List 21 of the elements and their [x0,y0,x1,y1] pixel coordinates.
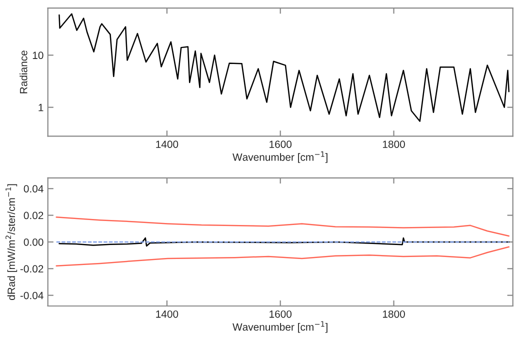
y-tick-label: 10 [32,52,44,60]
y-tick-label: 1 [38,104,44,112]
x-tick-label: 1600 [270,140,292,148]
y-tick-label: 0.02 [24,212,44,220]
y-tick-label: -0.04 [20,292,44,300]
x-axis-title: Wavenumber [cm$^{−1}$] [232,151,328,163]
y-axis-title: Radiance [20,50,28,94]
y-tick-label: 0.00 [24,238,44,246]
line-series [58,13,510,122]
line-series [56,216,510,237]
y-tick-label: 0.04 [24,185,44,192]
x-axis-title: Wavenumber [cm$^{−1}$] [232,321,328,333]
y-tick-label: -0.02 [20,265,44,273]
x-tick-label: 1400 [156,140,178,148]
x-tick-label: 1400 [156,310,178,318]
y-axis-title: dRad [mW/m$^{2}$/ster/cm$^{−1}$] [6,184,18,300]
x-tick-label: 1800 [382,310,405,318]
x-tick-label: 1600 [270,310,292,318]
line-series [58,237,510,247]
x-tick-label: 1800 [382,140,405,148]
line-series [56,246,510,266]
